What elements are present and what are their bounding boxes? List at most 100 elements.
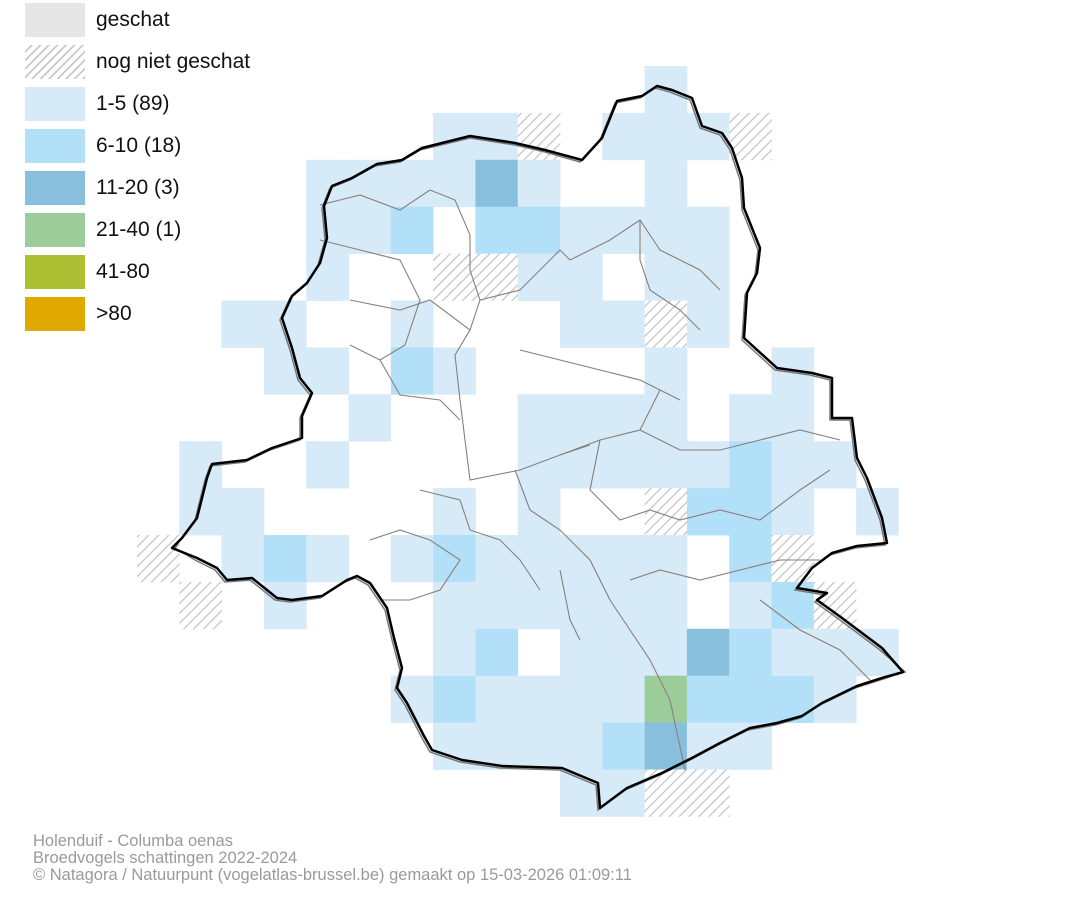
grid-cell-c1 [517,441,561,489]
commune-line [479,219,721,301]
grid-cell-c1 [602,675,645,723]
legend-label: nog niet geschat [96,50,251,73]
grid-cells [137,66,899,817]
grid-cell-c1 [560,300,603,348]
grid-cell-unestimated [179,581,222,630]
grid-cell-c1 [813,628,857,677]
grid-cell-c1 [686,722,730,770]
grid-cell-c1 [560,581,603,630]
grid-cell-unestimated [729,112,772,161]
legend-swatch [25,3,85,37]
legend-label: 11-20 (3) [96,176,180,199]
legend-swatch [25,213,85,247]
grid-cell-c1 [729,394,772,442]
grid-cell-c1 [813,675,857,723]
commune-line [419,489,541,591]
grid-cell-c1 [644,441,688,489]
grid-cell-c1 [221,488,265,536]
grid-cell-c1 [686,206,730,254]
grid-cell-c1 [771,441,815,489]
grid-cell-c1 [686,112,730,161]
commune-line [319,189,481,331]
grid-cell-c1 [517,253,561,301]
grid-cell-c1 [560,253,603,301]
region-outline [170,84,905,810]
legend-item: >80 [25,297,325,331]
grid-cell-unestimated [644,488,688,536]
grid-cell-c2 [433,535,476,583]
grid-cell-c1 [644,628,688,677]
grid-cell-c1 [560,206,603,254]
caption-dataset: Broedvogels schattingen 2022-2024 [33,849,298,867]
grid-cell-c1 [390,159,434,208]
legend-label: 21-40 (1) [96,218,182,241]
grid-cell-c2 [729,535,772,583]
commune-line [589,439,831,521]
grid-cell-c2 [729,628,772,677]
grid-cell-c1 [602,581,645,630]
grid-cell-c1 [306,441,349,489]
legend-label: 6-10 (18) [96,134,182,157]
grid-cell-c1 [644,159,688,208]
grid-cell-c1 [263,347,307,395]
grid-cell-c2 [517,206,561,254]
grid-cell-c1 [306,347,349,395]
legend-item: nog niet geschat [25,45,325,79]
grid-cell-c1 [644,112,688,161]
legend-item: 6-10 (18) [25,129,325,163]
legend-swatch [25,255,85,289]
grid-cell-c1 [475,535,519,583]
grid-cell-c1 [856,628,899,677]
grid-cell-c2 [475,206,519,254]
grid-cell-c1 [475,675,519,723]
grid-cell-c1 [602,441,645,489]
grid-cell-c1 [686,441,730,489]
grid-cell-c2 [263,535,307,583]
caption-species: Holenduif - Columba oenas [33,832,233,850]
commune-line [349,344,461,421]
grid-cell-c1 [263,581,307,630]
grid-cell-c4 [644,675,688,723]
commune-line [629,559,820,581]
grid-cell-c1 [306,253,349,301]
grid-cell-c1 [813,441,857,489]
grid-cell-c2 [602,722,645,770]
grid-cell-c1 [686,300,730,348]
grid-cell-c1 [644,394,688,442]
grid-cell-c1 [475,112,519,161]
grid-cell-c1 [560,535,603,583]
legend-swatch [25,87,85,121]
grid-cell-c1 [306,535,349,583]
legend-swatch [25,129,85,163]
legend-swatch [25,45,85,79]
grid-cell-c1 [433,347,476,395]
legend-swatch [25,171,85,205]
grid-cell-unestimated [644,300,688,348]
grid-cell-c2 [686,488,730,536]
legend-label: geschat [96,8,170,31]
grid-cell-c1 [602,535,645,583]
grid-cell-c3 [475,159,519,208]
grid-cell-c1 [433,628,476,677]
grid-cell-c1 [221,535,265,583]
commune-line [559,389,661,456]
caption-credit: © Natagora / Natuurpunt (vogelatlas-brus… [33,866,632,884]
grid-cell-c2 [729,488,772,536]
grid-cell-c1 [602,628,645,677]
legend-item: 1-5 (89) [25,87,325,121]
grid-cell-c1 [348,394,392,442]
grid-cell-c1 [560,394,603,442]
grid-cell-c2 [771,675,815,723]
grid-cell-c1 [771,394,815,442]
grid-cell-c1 [560,628,603,677]
grid-cell-c1 [644,581,688,630]
grid-cell-c1 [517,581,561,630]
commune-line [369,529,461,601]
grid-cell-c1 [433,581,476,630]
grid-cell-c1 [517,535,561,583]
commune-line [519,349,681,401]
grid-cell-c2 [390,206,434,254]
grid-cell-unestimated [433,253,476,301]
grid-cell-c2 [390,347,434,395]
grid-cell-unestimated [137,535,180,583]
